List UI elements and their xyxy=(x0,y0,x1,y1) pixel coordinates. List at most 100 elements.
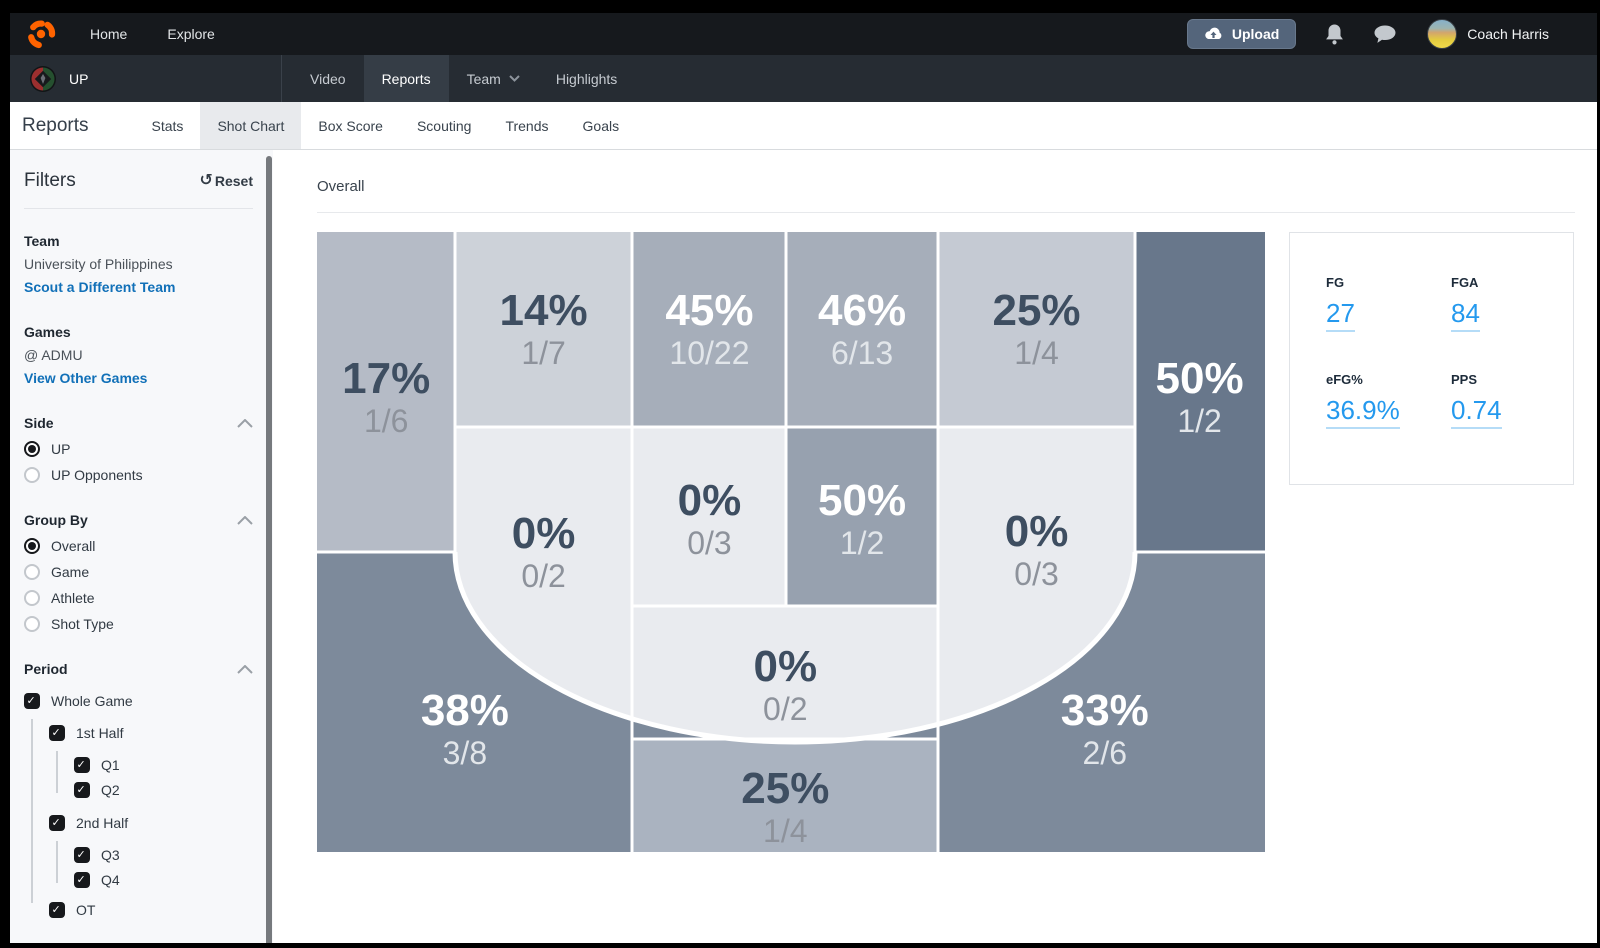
period-heading: Period xyxy=(24,661,68,677)
tree-line xyxy=(56,751,58,793)
zone-rim[interactable] xyxy=(632,739,938,852)
filters-sidebar: Filters ↺ Reset Team University of Phili… xyxy=(10,150,273,943)
nav-explore[interactable]: Explore xyxy=(167,26,215,42)
tree-line xyxy=(31,719,33,903)
checkbox-icon xyxy=(49,815,65,831)
team-nav: UP Video Reports Team Highlights xyxy=(10,55,1597,102)
filter-period-section: Period Whole Game 1st Half xyxy=(24,661,253,922)
radio-icon xyxy=(24,616,40,632)
checkbox-q3[interactable]: Q3 xyxy=(24,843,253,867)
checkbox-1st-half[interactable]: 1st Half xyxy=(24,721,253,745)
tab-stats[interactable]: Stats xyxy=(151,117,184,134)
checkbox-q1[interactable]: Q1 xyxy=(24,753,253,777)
stat-pps-label: PPS xyxy=(1451,372,1478,387)
stat-fg-value[interactable]: 27 xyxy=(1326,298,1355,332)
stat-pps-value[interactable]: 0.74 xyxy=(1451,395,1502,429)
radio-icon xyxy=(24,467,40,483)
radio-group-athlete[interactable]: Athlete xyxy=(24,590,253,606)
team-switcher[interactable]: UP xyxy=(10,55,282,102)
tab-scouting[interactable]: Scouting xyxy=(416,117,472,134)
games-heading: Games xyxy=(24,324,71,340)
view-other-games-link[interactable]: View Other Games xyxy=(24,370,148,386)
filter-team-section: Team University of Philippines Scout a D… xyxy=(24,233,253,295)
checkbox-icon xyxy=(49,902,65,918)
checkbox-icon xyxy=(24,693,40,709)
nav-home[interactable]: Home xyxy=(90,26,128,42)
user-name[interactable]: Coach Harris xyxy=(1467,26,1549,42)
content-divider xyxy=(317,212,1575,213)
notifications-bell-icon[interactable] xyxy=(1324,23,1345,46)
checkbox-ot[interactable]: OT xyxy=(24,898,253,922)
app-window: Home Explore Upload Coach Harris xyxy=(10,13,1597,943)
radio-icon xyxy=(24,538,40,554)
filter-group-by-section: Group By Overall Game Athlete xyxy=(24,512,253,632)
checkbox-2nd-half[interactable]: 2nd Half xyxy=(24,811,253,835)
checkbox-icon xyxy=(74,847,90,863)
checkbox-icon xyxy=(74,782,90,798)
stat-efg-value[interactable]: 36.9% xyxy=(1326,395,1400,429)
side-heading: Side xyxy=(24,415,54,431)
zone-right-wing-3[interactable] xyxy=(938,232,1135,427)
stat-fg-label: FG xyxy=(1326,275,1345,290)
tab-box-score[interactable]: Box Score xyxy=(318,117,383,134)
tab-highlights[interactable]: Highlights xyxy=(555,70,618,87)
collapse-chevron-up-icon[interactable] xyxy=(237,664,253,674)
radio-group-game[interactable]: Game xyxy=(24,564,253,580)
checkbox-icon xyxy=(74,757,90,773)
collapse-chevron-up-icon[interactable] xyxy=(237,418,253,428)
tab-reports[interactable]: Reports xyxy=(363,55,449,102)
zone-left-midrange[interactable] xyxy=(455,427,632,557)
filter-games-section: Games @ ADMU View Other Games xyxy=(24,324,253,386)
radio-group-shot-type[interactable]: Shot Type xyxy=(24,616,253,632)
radio-side-up-opponents[interactable]: UP Opponents xyxy=(24,467,253,483)
reset-filters-button[interactable]: ↺ Reset xyxy=(199,172,253,190)
shot-zone-chart: 17% 1/6 14% 1/7 45% 10/22 46% 6/13 25% 1/4 50… xyxy=(317,232,1265,852)
checkbox-q2[interactable]: Q2 xyxy=(24,778,253,802)
checkbox-icon xyxy=(49,725,65,741)
radio-side-up[interactable]: UP xyxy=(24,441,253,457)
zone-right-midrange[interactable] xyxy=(938,427,1135,557)
hudl-logo-icon[interactable] xyxy=(26,19,56,49)
tab-team[interactable]: Team xyxy=(449,55,538,102)
reports-nav: Reports Stats Shot Chart Box Score Scout… xyxy=(10,102,1597,150)
cloud-upload-icon xyxy=(1205,27,1222,39)
zone-top-right-3[interactable] xyxy=(786,232,938,427)
stat-fga-label: FGA xyxy=(1451,275,1479,290)
tab-goals[interactable]: Goals xyxy=(582,117,620,134)
team-heading: Team xyxy=(24,233,60,249)
messages-icon[interactable] xyxy=(1373,24,1397,45)
stat-fga-value[interactable]: 84 xyxy=(1451,298,1480,332)
user-avatar[interactable] xyxy=(1427,19,1458,49)
scout-different-team-link[interactable]: Scout a Different Team xyxy=(24,279,176,295)
tab-video[interactable]: Video xyxy=(310,70,346,87)
games-value: @ ADMU xyxy=(24,347,83,363)
checkbox-q4[interactable]: Q4 xyxy=(24,868,253,892)
checkbox-whole-game[interactable]: Whole Game xyxy=(24,689,253,713)
sidebar-scrollbar[interactable] xyxy=(266,156,272,943)
team-value: University of Philippines xyxy=(24,256,173,272)
team-abbr: UP xyxy=(69,70,89,87)
filters-title: Filters xyxy=(24,170,76,191)
tab-shot-chart[interactable]: Shot Chart xyxy=(200,102,302,149)
team-logo-icon xyxy=(30,65,56,92)
zone-right-side[interactable] xyxy=(1135,232,1265,552)
three-point-arc xyxy=(452,551,1138,745)
reset-icon: ↺ xyxy=(199,172,213,189)
radio-icon xyxy=(24,590,40,606)
zone-center-right-midrange[interactable] xyxy=(786,427,938,606)
tree-line xyxy=(56,841,58,883)
zone-gridlines xyxy=(317,232,1265,852)
zone-top-left-3[interactable] xyxy=(632,232,786,427)
radio-icon xyxy=(24,564,40,580)
summary-stats-panel: FG 27 FGA 84 eFG% 36.9% PPS xyxy=(1289,232,1574,485)
radio-group-overall[interactable]: Overall xyxy=(24,538,253,554)
zone-left-wing-3[interactable] xyxy=(455,232,632,427)
sidebar-divider xyxy=(24,208,253,209)
stat-efg: eFG% 36.9% xyxy=(1326,372,1451,429)
zone-left-side[interactable] xyxy=(317,232,455,552)
collapse-chevron-up-icon[interactable] xyxy=(237,515,253,525)
tab-trends[interactable]: Trends xyxy=(505,117,549,134)
upload-button[interactable]: Upload xyxy=(1186,19,1297,49)
zone-center-left-midrange[interactable] xyxy=(632,427,786,606)
chevron-down-icon xyxy=(509,75,520,82)
